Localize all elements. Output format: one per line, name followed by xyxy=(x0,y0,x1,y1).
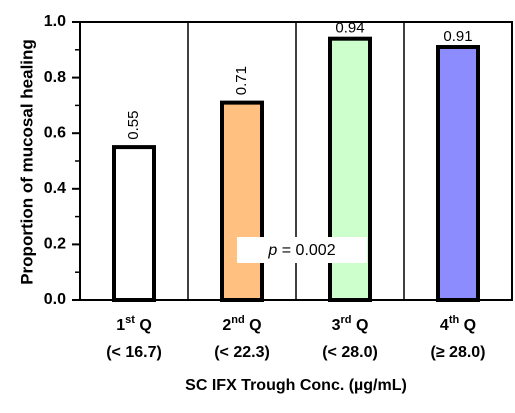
x-tick-label-part: 3 xyxy=(332,317,341,334)
y-tick-label: 0.8 xyxy=(44,69,66,86)
y-tick-label: 0.4 xyxy=(44,180,66,197)
x-tick-range: (≥ 28.0) xyxy=(430,344,485,361)
x-axis-label: SC IFX Trough Conc. (µg/mL) xyxy=(185,377,407,394)
x-tick-label-part: Q xyxy=(352,317,369,334)
y-tick-label: 0.2 xyxy=(44,236,66,253)
value-label: 0.94 xyxy=(335,20,364,37)
y-tick-label: 1.0 xyxy=(44,13,66,30)
x-tick-range: (< 28.0) xyxy=(322,344,378,361)
bar xyxy=(436,45,480,302)
bar xyxy=(112,145,156,302)
y-tick-label: 0.6 xyxy=(44,124,66,141)
value-label: 0.55 xyxy=(125,110,142,139)
x-tick-label: 2nd Q xyxy=(222,314,261,334)
value-label: 0.71 xyxy=(233,66,250,95)
x-tick-label-sup: nd xyxy=(231,314,244,326)
x-tick-label-part: 1 xyxy=(116,317,125,334)
annotation-box xyxy=(237,237,367,263)
value-label: 0.91 xyxy=(443,28,472,45)
x-tick-label: 1st Q xyxy=(116,314,152,334)
x-tick-label: 3rd Q xyxy=(332,314,369,334)
x-tick-label-sup: th xyxy=(449,314,460,326)
x-tick-label-sup: st xyxy=(125,314,135,326)
y-tick-label: 0.0 xyxy=(44,291,66,308)
y-axis-label: Proportion of mucosal healing xyxy=(17,39,36,285)
x-tick-label-part: Q xyxy=(459,317,476,334)
annotation: p = 0.002 xyxy=(267,242,335,259)
x-tick-label-part: Q xyxy=(245,317,262,334)
annotation-text: = 0.002 xyxy=(277,242,335,259)
bar xyxy=(220,100,264,303)
x-tick-label-part: 4 xyxy=(440,317,449,334)
x-tick-label-part: 2 xyxy=(222,317,231,334)
x-tick-label: 4th Q xyxy=(440,314,476,334)
x-tick-range: (< 22.3) xyxy=(214,344,270,361)
x-tick-range: (< 16.7) xyxy=(106,344,162,361)
annotation-symbol: p xyxy=(267,242,277,259)
x-tick-label-part: Q xyxy=(135,317,152,334)
x-tick-label-sup: rd xyxy=(341,314,352,326)
